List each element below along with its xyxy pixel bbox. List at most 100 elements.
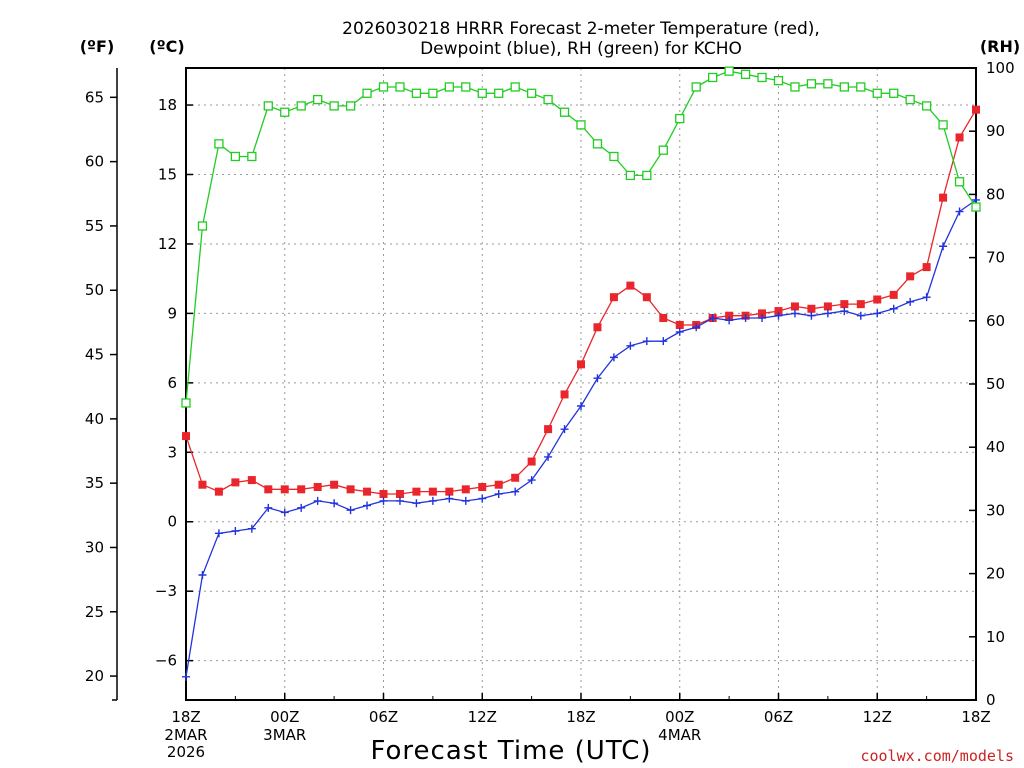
dewpoint-data-point xyxy=(659,337,668,346)
temperature-data-point xyxy=(198,480,207,489)
rh-data-point xyxy=(181,398,191,408)
temperature-data-point xyxy=(823,302,832,311)
rh-data-point xyxy=(839,82,849,92)
grid-lines xyxy=(186,68,976,700)
temperature-data-point xyxy=(527,457,536,466)
fahrenheit-tick-label: 50 xyxy=(85,281,104,299)
temperature-data-point xyxy=(642,293,651,302)
rh-data-point xyxy=(872,88,882,98)
temperature-data-point xyxy=(511,473,520,482)
temperature-data-point xyxy=(247,476,256,485)
fahrenheit-tick-label: 40 xyxy=(85,410,104,428)
time-tick-sublabel: 3MAR xyxy=(263,726,306,744)
temperature-data-point xyxy=(297,485,306,494)
rh-data-point xyxy=(444,82,454,92)
fahrenheit-tick-label: 65 xyxy=(85,88,104,106)
temperature-data-point xyxy=(889,290,898,299)
fahrenheit-tick-label: 25 xyxy=(85,603,104,621)
rh-data-point xyxy=(345,101,356,111)
rh-data-point xyxy=(494,88,504,98)
rh-tick-label: 60 xyxy=(986,312,1005,330)
dewpoint-data-point xyxy=(445,494,454,503)
fahrenheit-tick-label: 30 xyxy=(85,538,104,556)
dewpoint-data-point xyxy=(346,506,355,515)
temperature-data-point xyxy=(395,489,404,498)
temperature-data-point xyxy=(379,489,388,498)
rh-data-point xyxy=(230,151,241,162)
dewpoint-data-point xyxy=(182,672,190,681)
dewpoint-data-point xyxy=(412,499,421,508)
rh-tick-label: 70 xyxy=(986,249,1005,267)
x-axis-title: Forecast Time (UTC) xyxy=(370,736,651,766)
rh-data-point xyxy=(757,72,767,83)
dewpoint-data-point xyxy=(642,337,651,346)
rh-data-point xyxy=(658,145,668,155)
celsius-tick-label: 15 xyxy=(158,165,177,183)
dewpoint-data-point xyxy=(461,496,470,505)
time-tick-label: 06Z xyxy=(369,708,398,726)
dewpoint-data-point xyxy=(297,503,306,512)
rh-data-point xyxy=(543,94,553,105)
dewpoint-data-point xyxy=(198,570,207,579)
dewpoint-data-point xyxy=(264,503,273,512)
time-tick-label: 12Z xyxy=(468,708,497,726)
rh-tick-label: 40 xyxy=(986,438,1005,456)
dewpoint-data-point xyxy=(823,309,832,318)
rh-data-point xyxy=(559,107,570,117)
dewpoint-data-point xyxy=(741,314,750,323)
temperature-data-point xyxy=(626,281,635,290)
rh-tick-label: 30 xyxy=(986,501,1005,519)
dewpoint-data-point xyxy=(856,311,865,320)
rh-data-point xyxy=(395,82,405,92)
time-tick-label: 18Z xyxy=(171,708,200,726)
rh-data-point xyxy=(921,101,932,111)
fahrenheit-tick-label: 20 xyxy=(85,667,104,685)
rh-data-point xyxy=(823,79,833,89)
rh-tick-label: 20 xyxy=(986,565,1005,583)
celsius-tick-label: 3 xyxy=(167,443,177,461)
temperature-data-point xyxy=(264,485,273,494)
dewpoint-data-point xyxy=(955,207,964,216)
chart-title-line1: 2026030218 HRRR Forecast 2-meter Tempera… xyxy=(342,19,820,39)
dewpoint-data-point xyxy=(626,341,635,350)
dewpoint-data-point xyxy=(428,496,437,505)
rh-data-point xyxy=(905,94,915,105)
time-tick-label: 00Z xyxy=(665,708,694,726)
rh-data-point xyxy=(296,101,306,111)
time-tick-label: 18Z xyxy=(566,708,595,726)
time-tick-sublabel: 2026 xyxy=(167,743,205,761)
dewpoint-data-point xyxy=(313,496,322,505)
dewpoint-data-point xyxy=(840,307,849,316)
dewpoint-data-point xyxy=(544,452,553,461)
series-layer xyxy=(181,66,981,681)
celsius-tick-label: 6 xyxy=(167,374,177,392)
time-tick-label: 00Z xyxy=(270,708,299,726)
rh-data-point xyxy=(708,72,718,83)
temperature-data-point xyxy=(363,487,372,496)
rh-data-point xyxy=(247,151,257,162)
temperature-data-point xyxy=(461,485,470,494)
temperature-data-point xyxy=(906,272,915,281)
time-tick-label: 18Z xyxy=(961,708,990,726)
rh-data-point xyxy=(642,170,652,181)
temperature-data-point xyxy=(972,105,980,114)
rh-tick-label: 90 xyxy=(986,122,1005,140)
dewpoint-data-point xyxy=(922,293,931,302)
dewpoint-data-point xyxy=(807,311,816,320)
temperature-data-point xyxy=(428,487,437,496)
temperature-data-point xyxy=(758,309,767,318)
time-tick-sublabel: 4MAR xyxy=(658,726,701,744)
dewpoint-data-point xyxy=(494,489,503,498)
dewpoint-data-point xyxy=(280,508,289,517)
rh-data-point xyxy=(609,151,619,162)
fahrenheit-tick-label: 60 xyxy=(85,153,104,171)
rh-data-point xyxy=(691,82,701,92)
temperature-data-point xyxy=(939,193,948,202)
rh-data-point xyxy=(329,101,339,111)
rh-data-point xyxy=(510,82,520,92)
temperature-data-point xyxy=(214,487,223,496)
temperature-data-point xyxy=(774,307,783,316)
rh-data-point xyxy=(938,120,948,130)
